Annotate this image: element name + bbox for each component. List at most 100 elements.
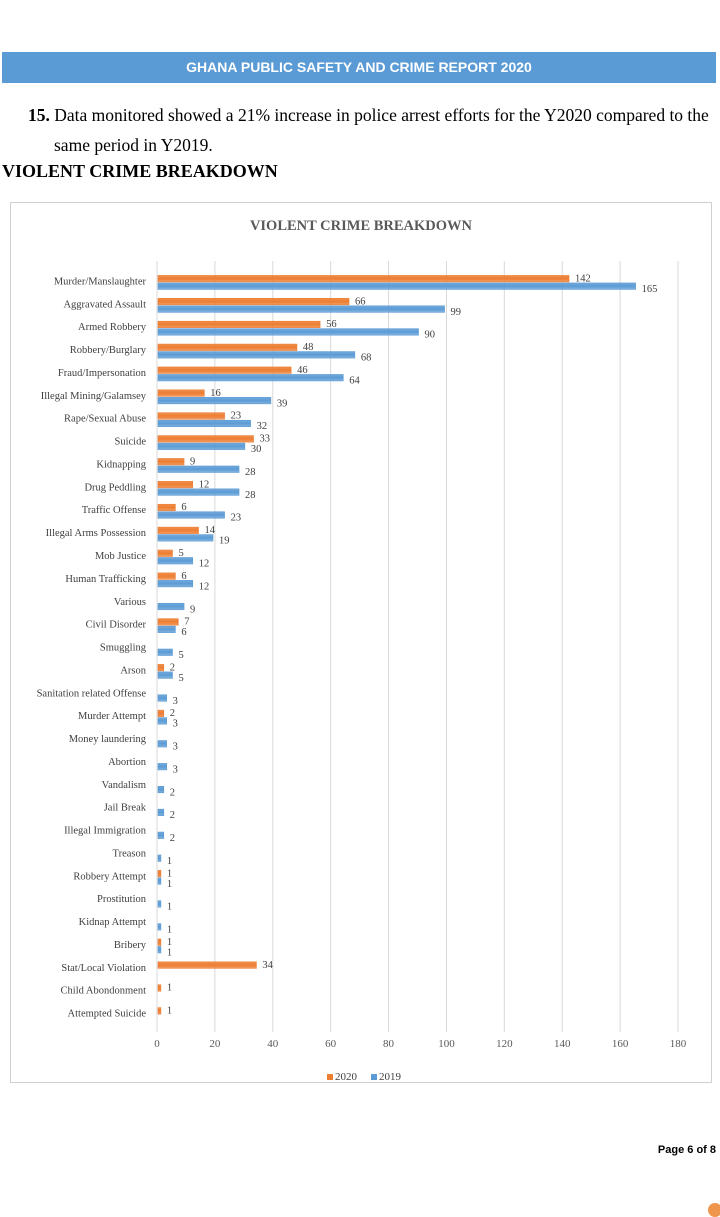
bar-2020-suicide: [157, 435, 254, 443]
category-label-illegal-arms-possession: Illegal Arms Possession: [46, 528, 147, 539]
paragraph-number: 15.: [28, 105, 50, 125]
data-label-2020-kidnapping: 9: [190, 456, 195, 467]
data-label-2020-murder-attempt: 2: [170, 708, 175, 719]
category-label-armed-robbery: Armed Robbery: [78, 322, 147, 333]
category-label-murder-attempt: Murder Attempt: [78, 711, 146, 722]
data-label-2020-aggravated-assault: 66: [355, 296, 366, 307]
bar-2019-money-laundering: [157, 740, 167, 748]
chart-frame: VIOLENT CRIME BREAKDOWN 0 20 40 60 80 100 120 14…: [10, 202, 712, 1083]
data-label-2019-human-trafficking: 12: [199, 581, 210, 592]
bar-2020-murder-attempt: [157, 709, 165, 717]
data-label-2019-smuggling: 5: [178, 650, 183, 661]
data-label-2020-arson: 2: [170, 662, 175, 673]
bar-2020-mob-justice: [157, 549, 173, 557]
bar-2020-murder-manslaughter: [157, 275, 570, 283]
data-label-2019-armed-robbery: 90: [425, 330, 436, 341]
bar-2019-prostitution: [157, 900, 162, 908]
data-label-2019-robbery-attempt: 1: [167, 879, 172, 890]
bar-2019-drug-peddling: [157, 488, 240, 496]
bar-2020-civil-disorder: [157, 618, 179, 626]
x-tick-label-40: 40: [267, 1038, 279, 1050]
category-label-human-trafficking: Human Trafficking: [65, 574, 146, 585]
bar-2020-arson: [157, 664, 165, 672]
data-label-2020-suicide: 33: [260, 434, 271, 445]
bar-2019-murder-attempt: [157, 717, 167, 725]
category-label-arson: Arson: [120, 665, 146, 676]
category-label-bribery: Bribery: [114, 940, 147, 951]
category-label-robbery-burglary: Robbery/Burglary: [70, 345, 147, 356]
bar-2019-various: [157, 602, 185, 611]
data-label-2019-bribery: 1: [167, 947, 172, 958]
page-number: Page 6 of 8: [657, 1144, 716, 1156]
paragraph-line-1: Data monitored showed a 21% increase in …: [54, 105, 709, 125]
data-label-2019-illegal-arms-possession: 19: [219, 536, 230, 547]
category-label-kidnap-attempt: Kidnap Attempt: [79, 917, 146, 928]
data-label-2020-armed-robbery: 56: [326, 319, 337, 330]
x-tick-label-60: 60: [325, 1038, 337, 1050]
data-label-2019-sanitation-related-offense: 3: [173, 696, 178, 707]
bar-2019-robbery-burglary: [157, 351, 356, 359]
data-label-2019-vandalism: 2: [170, 787, 175, 798]
data-label-2020-robbery-burglary: 48: [303, 342, 314, 353]
category-label-illegal-immigration: Illegal Immigration: [64, 826, 147, 837]
bar-2020-rape-sexual-abuse: [157, 412, 225, 420]
data-label-2019-robbery-burglary: 68: [361, 353, 372, 364]
data-label-2019-arson: 5: [178, 673, 183, 684]
data-label-2019-civil-disorder: 6: [181, 627, 186, 638]
category-label-attempted-suicide: Attempted Suicide: [68, 1009, 147, 1020]
bar-2020-robbery-burglary: [157, 343, 298, 351]
category-label-suicide: Suicide: [115, 437, 147, 448]
data-label-2019-illegal-mining-galamsey: 39: [277, 398, 288, 409]
data-label-2019-various: 9: [190, 604, 195, 615]
category-label-drug-peddling: Drug Peddling: [84, 482, 146, 493]
paragraph-line-2: same period in Y2019.: [54, 135, 213, 155]
bar-2020-robbery-attempt: [157, 870, 162, 878]
category-label-prostitution: Prostitution: [97, 894, 147, 905]
x-tick-label-140: 140: [554, 1038, 571, 1050]
legend-label-2020: 2020: [335, 1071, 358, 1082]
data-label-2020-bribery: 1: [167, 937, 172, 948]
bar-2019-illegal-immigration: [157, 831, 165, 839]
data-label-2019-suicide: 30: [251, 444, 261, 455]
bar-2019-rape-sexual-abuse: [157, 419, 251, 428]
legend-swatch-2020: [327, 1074, 333, 1081]
data-label-2019-money-laundering: 3: [173, 742, 178, 753]
bar-2019-illegal-mining-galamsey: [157, 397, 272, 405]
x-tick-label-120: 120: [496, 1038, 513, 1050]
bar-2020-child-abondonment: [157, 984, 162, 992]
category-label-mob-justice: Mob Justice: [95, 551, 146, 562]
category-label-various: Various: [114, 597, 146, 608]
category-label-illegal-mining-galamsey: Illegal Mining/Galamsey: [41, 391, 147, 402]
bar-2020-armed-robbery: [157, 320, 321, 328]
x-tick-label-160: 160: [612, 1038, 629, 1050]
x-tick-label-0: 0: [154, 1038, 160, 1050]
chart-title: VIOLENT CRIME BREAKDOWN: [250, 218, 473, 234]
bar-2020-drug-peddling: [157, 481, 194, 489]
x-tick-label-20: 20: [209, 1038, 221, 1050]
bar-2019-traffic-offense: [157, 511, 225, 519]
category-label-vandalism: Vandalism: [102, 780, 146, 791]
bar-2019-mob-justice: [157, 557, 194, 565]
bar-2020-attempted-suicide: [157, 1007, 162, 1015]
data-label-2020-robbery-attempt: 1: [167, 868, 172, 879]
category-label-fraud-impersonation: Fraud/Impersonation: [58, 368, 147, 379]
data-label-2019-murder-attempt: 3: [173, 719, 178, 730]
x-tick-label-80: 80: [383, 1038, 395, 1050]
bar-2019-suicide: [157, 442, 246, 450]
bar-2019-aggravated-assault: [157, 305, 445, 313]
data-label-2020-illegal-mining-galamsey: 16: [210, 388, 221, 399]
data-label-2020-attempted-suicide: 1: [167, 1006, 172, 1017]
category-label-robbery-attempt: Robbery Attempt: [73, 871, 146, 882]
bar-2019-vandalism: [157, 785, 165, 794]
section-title: VIOLENT CRIME BREAKDOWN: [2, 161, 278, 181]
bar-2019-murder-manslaughter: [157, 282, 636, 290]
bar-2020-kidnapping: [157, 458, 185, 466]
data-label-2020-human-trafficking: 6: [181, 571, 186, 582]
bar-2020-fraud-impersonation: [157, 366, 292, 374]
category-label-money-laundering: Money laundering: [69, 734, 147, 745]
bar-2019-kidnapping: [157, 465, 240, 473]
bar-2020-stat-local-violation: [157, 961, 257, 969]
data-label-2020-mob-justice: 5: [178, 548, 183, 559]
category-label-kidnapping: Kidnapping: [96, 459, 146, 470]
